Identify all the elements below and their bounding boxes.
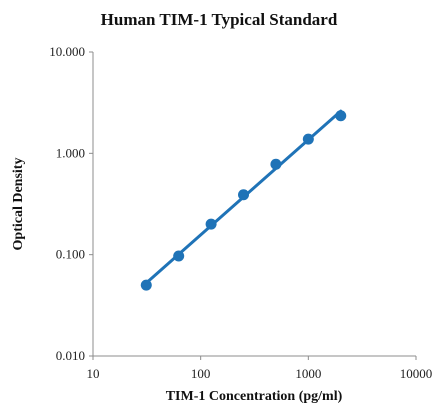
y-tick-label: 1.000 bbox=[56, 145, 85, 160]
data-point bbox=[302, 133, 314, 145]
x-axis-title: TIM-1 Concentration (pg/ml) bbox=[166, 389, 343, 404]
chart-title: Human TIM-1 Typical Standard bbox=[101, 10, 338, 29]
y-tick-label: 0.010 bbox=[56, 348, 85, 363]
data-point bbox=[140, 279, 152, 291]
data-point bbox=[173, 250, 185, 262]
data-point bbox=[205, 218, 217, 230]
x-tick-label: 1000 bbox=[295, 366, 321, 381]
plot-area bbox=[140, 109, 347, 291]
data-point bbox=[270, 158, 282, 170]
data-point bbox=[238, 189, 250, 201]
data-point bbox=[335, 110, 347, 122]
y-tick-labels: 0.010 0.100 1.000 10.000 bbox=[49, 44, 93, 363]
x-tick-labels: 10 100 1000 10000 bbox=[87, 356, 433, 381]
y-axis-title: Optical Density bbox=[11, 158, 26, 251]
x-tick-label: 10 bbox=[87, 366, 100, 381]
x-tick-label: 100 bbox=[191, 366, 211, 381]
y-tick-label: 10.000 bbox=[49, 44, 85, 59]
x-tick-label: 10000 bbox=[400, 366, 433, 381]
y-tick-label: 0.100 bbox=[56, 247, 85, 262]
